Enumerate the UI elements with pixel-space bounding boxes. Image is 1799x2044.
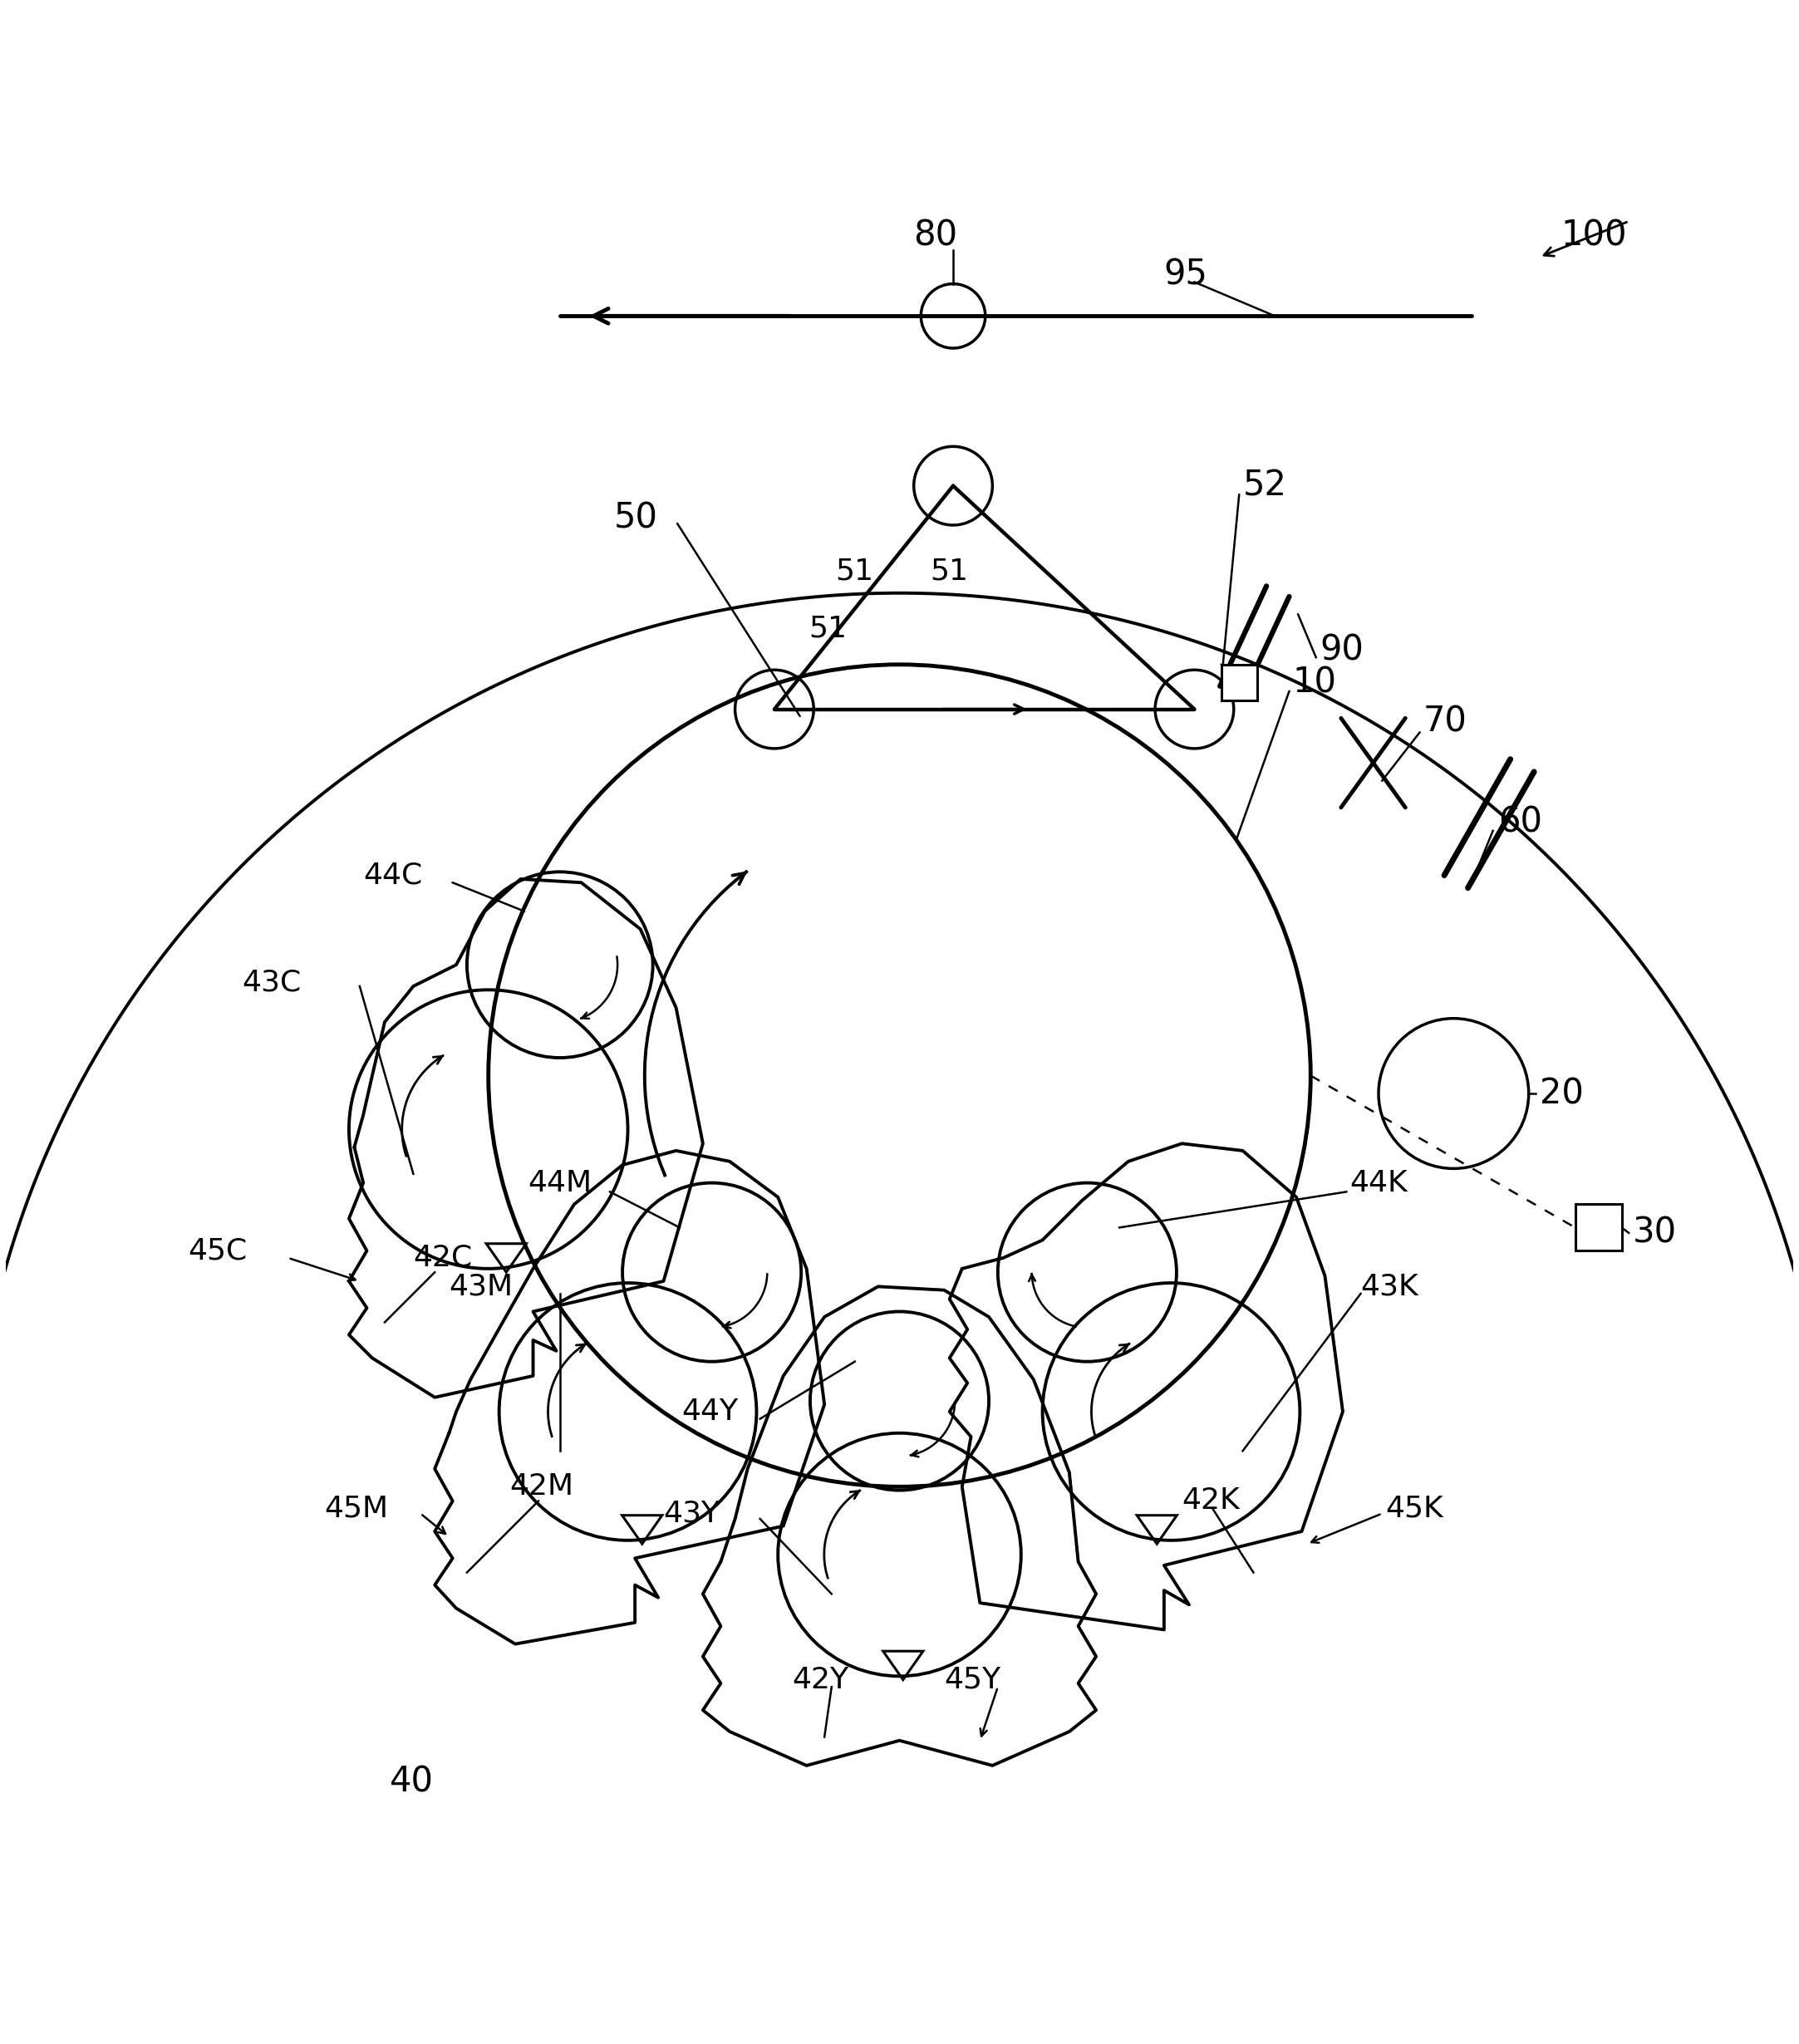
Text: 45C: 45C bbox=[189, 1237, 246, 1265]
Text: 60: 60 bbox=[1499, 805, 1542, 840]
Text: 45M: 45M bbox=[324, 1494, 389, 1523]
Bar bbox=[1222, 664, 1258, 701]
Text: 51: 51 bbox=[810, 615, 847, 644]
Text: 43K: 43K bbox=[1360, 1273, 1419, 1300]
Text: 42K: 42K bbox=[1182, 1486, 1240, 1515]
Text: 52: 52 bbox=[1243, 468, 1286, 503]
Text: 51: 51 bbox=[837, 558, 874, 587]
Text: 50: 50 bbox=[613, 501, 658, 536]
Text: 20: 20 bbox=[1540, 1075, 1583, 1112]
Text: 30: 30 bbox=[1632, 1216, 1677, 1251]
Text: 43C: 43C bbox=[241, 969, 300, 997]
Text: 51: 51 bbox=[930, 558, 968, 587]
Text: 44Y: 44Y bbox=[682, 1398, 738, 1427]
Text: 80: 80 bbox=[914, 219, 957, 253]
Text: 10: 10 bbox=[1293, 664, 1337, 699]
Text: 95: 95 bbox=[1164, 258, 1207, 292]
Text: 70: 70 bbox=[1423, 705, 1468, 740]
Text: 44K: 44K bbox=[1349, 1169, 1409, 1198]
Text: 45Y: 45Y bbox=[944, 1666, 1000, 1694]
Text: 42C: 42C bbox=[414, 1245, 473, 1271]
Text: 43M: 43M bbox=[450, 1273, 513, 1300]
Bar bbox=[1576, 1204, 1621, 1251]
Text: 42M: 42M bbox=[509, 1472, 574, 1500]
Text: 42Y: 42Y bbox=[792, 1666, 849, 1694]
Text: 45K: 45K bbox=[1385, 1494, 1443, 1523]
Text: 90: 90 bbox=[1319, 634, 1364, 668]
Text: 44C: 44C bbox=[363, 861, 423, 889]
Text: 40: 40 bbox=[390, 1764, 434, 1799]
Text: 44M: 44M bbox=[527, 1169, 592, 1198]
Text: 100: 100 bbox=[1562, 219, 1626, 253]
Text: 43Y: 43Y bbox=[664, 1500, 720, 1527]
